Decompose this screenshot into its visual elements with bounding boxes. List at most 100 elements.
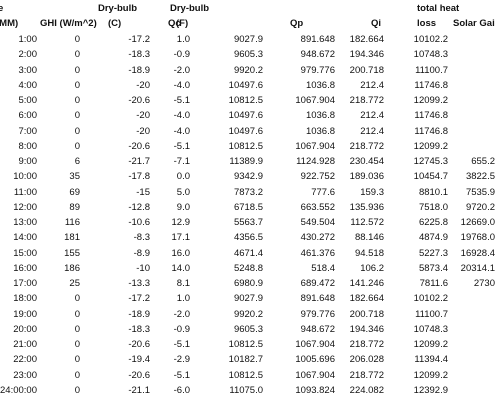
table-cell: 35 [69,171,80,183]
table-cell: 10:00 [13,171,37,183]
table-cell: -4.0 [173,110,190,122]
table-cell: 0 [74,293,80,305]
table-cell: 6 [74,156,80,168]
table-cell: 94.518 [354,247,384,259]
table-cell: 13:00 [13,217,37,229]
table-cell: 212.4 [360,125,384,137]
table-cell: 10812.5 [228,95,263,107]
table-cell: -0.9 [173,49,190,61]
table-cell: -10 [136,262,150,274]
table-cell: 9920.2 [233,64,263,76]
table-cell: 663.552 [300,201,335,213]
table-cell: 10102.2 [413,293,448,305]
table-cell: 0 [74,125,80,137]
table-cell: 1:00 [18,34,38,45]
table-cell: 948.672 [300,323,335,335]
table-cell: 1036.8 [305,110,335,122]
table-cell: 979.776 [300,308,335,320]
table-cell: 12099.2 [413,339,448,351]
table-cell: 218.772 [349,140,384,152]
table-cell: 5.0 [176,186,190,198]
table-cell: 17.1 [171,232,191,244]
table-cell: 1124.928 [296,156,335,168]
table-cell: 212.4 [360,110,384,122]
table-cell: 0 [74,354,80,366]
table-cell: 89 [69,201,80,213]
table-cell: 9605.3 [233,323,263,335]
table-cell: 549.504 [300,217,335,229]
table-cell: 25 [69,278,80,290]
table-cell: -17.8 [128,171,150,183]
table-cell: 194.346 [349,323,384,335]
table-cell: 518.4 [311,262,335,274]
table-cell: 155 [64,247,80,259]
table-cell: -19.4 [128,354,150,366]
table-cell: 1036.8 [305,79,335,91]
table-cell: -2.9 [173,354,190,366]
table-cell: 1093.824 [295,384,335,396]
table-cell: 10748.3 [413,323,448,335]
header-cell: Qi [371,18,382,29]
table-cell: 891.648 [300,293,335,305]
table-cell: 10102.2 [413,34,448,45]
table-cell: 106.2 [360,262,384,274]
table-cell: 10497.6 [228,79,263,91]
table-cell: 12669.0 [460,217,495,229]
table-cell: 6980.9 [233,278,263,290]
table-cell: 2:00 [18,49,38,61]
table-cell: 12099.2 [413,369,448,381]
table-cell: 22:00 [13,354,37,366]
table-cell: 218.772 [349,369,384,381]
table-cell: 9720.2 [465,201,495,213]
header-cell: GHI (W/m^2) [40,18,97,29]
table-cell: 655.2 [471,156,495,168]
table-cell: 12392.9 [413,384,448,396]
table-cell: 1067.904 [295,95,335,107]
table-cell: 0 [74,384,80,396]
table-cell: 430.272 [300,232,335,244]
table-cell: -21.7 [128,156,150,168]
table-cell: 0 [74,110,80,122]
table-cell: 12099.2 [413,95,448,107]
table-cell: 10812.5 [228,369,263,381]
table-cell: 19768.0 [460,232,495,244]
table-cell: -18.9 [128,308,150,320]
table-cell: 11075.0 [229,384,263,396]
table-cell: 12099.2 [413,140,448,152]
table-cell: 8:00 [18,140,38,152]
table-cell: 1.0 [176,293,190,305]
table-cell: 182.664 [349,293,384,305]
table-cell: 135.936 [349,201,384,213]
table-cell: 141.246 [349,278,384,290]
table-cell: 189.036 [349,171,384,183]
table-cell: 69 [69,186,80,198]
table-cell: 10182.7 [228,354,263,366]
header-cell: Solar Gai [453,18,495,29]
table-cell: 11100.7 [415,308,448,320]
table-cell: -18.3 [128,49,150,61]
table-cell: 206.028 [349,354,384,366]
table-cell: -20 [136,125,150,137]
table-cell: 5873.4 [418,262,448,274]
table-cell: 9.0 [176,201,190,213]
table-cell: 11100.7 [415,64,448,76]
table-cell: 6:00 [18,110,38,122]
table-cell: 5227.3 [418,247,448,259]
table-cell: 979.776 [300,64,335,76]
table-cell: 10497.6 [228,125,263,137]
table-cell: 1067.904 [295,369,335,381]
table-cell: 11389.9 [229,156,263,168]
table-cell: -20.6 [128,95,150,107]
table-cell: 20:00 [13,323,37,335]
table-cell: 212.4 [360,79,384,91]
table-cell: 4:00 [18,79,38,91]
table-cell: -12.8 [128,201,150,213]
table-cell: 182.664 [349,34,384,45]
table-cell: 0 [74,339,80,351]
table-cell: -20.6 [128,140,150,152]
table-cell: 6718.5 [233,201,263,213]
table-cell: 5:00 [18,95,38,107]
table-cell: 7811.6 [419,278,448,290]
table-cell: 16.0 [171,247,191,259]
